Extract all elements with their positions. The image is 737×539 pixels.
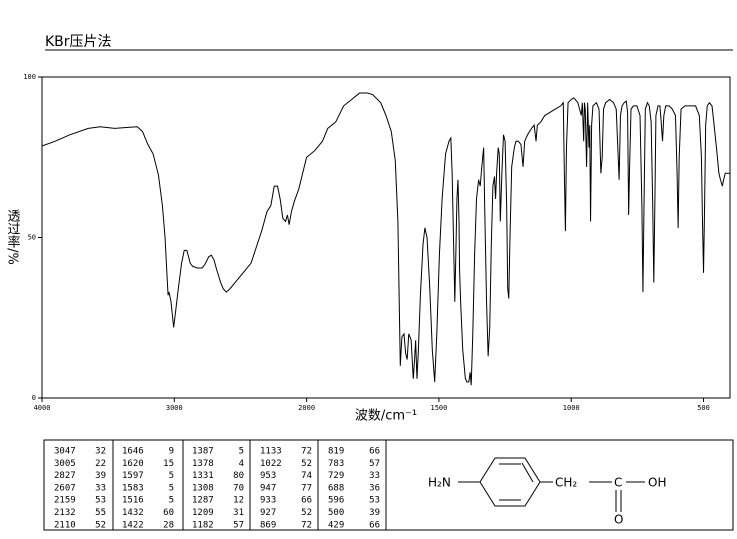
y-tick-label: 0 [32,394,36,402]
peak-transmittance: 74 [301,471,312,481]
peak-transmittance: 33 [95,483,106,493]
peak-wavenumber: 500 [328,508,344,518]
peak-wavenumber: 1387 [192,447,214,457]
peak-wavenumber: 869 [260,520,276,530]
peak-transmittance: 39 [95,471,106,481]
peak-table-frame [43,439,734,531]
peak-wavenumber: 1422 [122,520,144,530]
peak-wavenumber: 1583 [122,483,144,493]
peak-transmittance: 5 [169,471,174,481]
x-tick-label: 1000 [563,404,580,412]
peak-wavenumber: 2110 [54,520,76,530]
peak-transmittance: 66 [369,520,380,530]
peak-transmittance: 55 [95,508,106,518]
peak-transmittance: 77 [301,483,312,493]
peak-wavenumber: 2827 [54,471,76,481]
peak-wavenumber: 1432 [122,508,144,518]
peak-transmittance: 28 [163,520,174,530]
peak-wavenumber: 1378 [192,459,214,469]
peak-transmittance: 52 [301,459,312,469]
x-axis-label: 波数/cm⁻¹ [355,409,417,424]
structure-label: O [614,513,623,527]
peak-transmittance: 53 [95,496,106,506]
peak-wavenumber: 1022 [260,459,282,469]
peak-wavenumber: 1133 [260,447,282,457]
peak-wavenumber: 1646 [122,447,144,457]
peak-wavenumber: 596 [328,496,344,506]
peak-wavenumber: 2159 [54,496,76,506]
peak-wavenumber: 819 [328,447,344,457]
peak-wavenumber: 1287 [192,496,214,506]
y-tick-label: 50 [28,234,36,242]
peak-transmittance: 15 [163,459,174,469]
peak-wavenumber: 933 [260,496,276,506]
peak-transmittance: 4 [239,459,244,469]
peak-wavenumber: 3047 [54,447,76,457]
peak-transmittance: 5 [169,483,174,493]
structure-drawing [458,457,645,512]
y-tick-label: 100 [23,73,36,81]
peak-wavenumber: 1182 [192,520,214,530]
x-tick-label: 4000 [34,404,51,412]
x-tick-label: 2000 [298,404,315,412]
peak-transmittance: 36 [369,483,380,493]
x-tick-label: 1500 [430,404,447,412]
peak-transmittance: 57 [233,520,244,530]
peak-transmittance: 66 [369,447,380,457]
peak-wavenumber: 947 [260,483,276,493]
peak-transmittance: 53 [369,496,380,506]
x-tick-label: 500 [697,404,710,412]
peak-transmittance: 5 [169,496,174,506]
peak-wavenumber: 429 [328,520,344,530]
peak-wavenumber: 1516 [122,496,144,506]
peak-transmittance: 66 [301,496,312,506]
peak-transmittance: 70 [233,483,244,493]
peak-wavenumber: 1331 [192,471,214,481]
peak-wavenumber: 1308 [192,483,214,493]
peak-transmittance: 39 [369,508,380,518]
benzene-ring [479,457,541,507]
plot-frame [41,76,731,399]
peak-transmittance: 5 [239,447,244,457]
peak-wavenumber: 3005 [54,459,76,469]
peak-wavenumber: 1620 [122,459,144,469]
peak-transmittance: 72 [301,520,312,530]
peak-wavenumber: 2607 [54,483,76,493]
peak-wavenumber: 953 [260,471,276,481]
peak-transmittance: 22 [95,459,106,469]
structure-label: CH₂ [555,476,577,490]
structure-label: C [614,476,622,490]
peak-wavenumber: 783 [328,459,344,469]
peak-transmittance: 32 [95,447,106,457]
peak-wavenumber: 729 [328,471,344,481]
peak-transmittance: 57 [369,459,380,469]
peak-wavenumber: 927 [260,508,276,518]
peak-wavenumber: 1209 [192,508,214,518]
structure-label: OH [648,476,666,490]
spectrum-line [41,92,730,386]
peak-transmittance: 31 [233,508,244,518]
peak-transmittance: 12 [233,496,244,506]
peak-transmittance: 33 [369,471,380,481]
peak-transmittance: 52 [95,520,106,530]
peak-transmittance: 52 [301,508,312,518]
ring-double-bond [521,462,534,483]
structure-label: H₂N [428,476,451,490]
peak-wavenumber: 1597 [122,471,144,481]
peak-transmittance: 80 [233,471,244,481]
page-title: KBr压片法 [45,34,112,50]
peak-transmittance: 60 [163,508,174,518]
x-tick-label: 3000 [166,404,183,412]
peak-transmittance: 72 [301,447,312,457]
peak-wavenumber: 2132 [54,508,76,518]
y-axis-label: 透过率/% [5,209,21,265]
peak-wavenumber: 688 [328,483,344,493]
peak-transmittance: 9 [169,447,174,457]
